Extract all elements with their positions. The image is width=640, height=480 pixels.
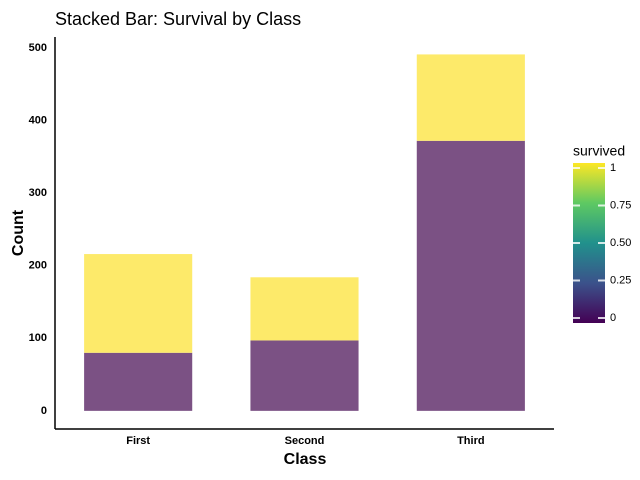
bar-segment-third-1 [416, 54, 525, 141]
bars-layer [84, 54, 525, 411]
x-tick-label: Second [285, 435, 325, 447]
bar-segment-third-0 [416, 140, 525, 411]
bar-segment-first-0 [84, 352, 193, 411]
colorbar-tick-label: 0.50 [610, 237, 631, 249]
y-tick-label: 400 [29, 114, 47, 126]
y-tick-label: 200 [29, 260, 47, 272]
legend-title: survived [573, 143, 625, 159]
bar-segment-first-1 [84, 254, 193, 353]
chart-title: Stacked Bar: Survival by Class [55, 9, 301, 29]
bar-segment-second-1 [250, 277, 359, 341]
colorbar-ticks: 0 0.25 0.50 0.75 1 [573, 162, 631, 324]
y-tick-label: 0 [41, 405, 47, 417]
y-tick-label: 300 [29, 187, 47, 199]
x-tick-label: First [126, 435, 150, 447]
x-axis-title: Class [284, 451, 327, 468]
bar-segment-second-0 [250, 340, 359, 411]
y-axis-ticks: 0 100 200 300 400 500 [29, 42, 47, 417]
colorbar-tick-label: 0.75 [610, 199, 631, 211]
x-tick-label: Third [457, 435, 485, 447]
y-tick-label: 500 [29, 42, 47, 54]
y-axis-title: Count [10, 209, 27, 256]
colorbar-tick-label: 1 [610, 162, 616, 174]
legend: survived 0 0.25 0.50 0.75 1 [573, 143, 631, 324]
y-tick-label: 100 [29, 332, 47, 344]
colorbar-tick-label: 0.25 [610, 274, 631, 286]
x-axis-ticks: First Second Third [126, 435, 484, 447]
colorbar-tick-label: 0 [610, 312, 616, 324]
